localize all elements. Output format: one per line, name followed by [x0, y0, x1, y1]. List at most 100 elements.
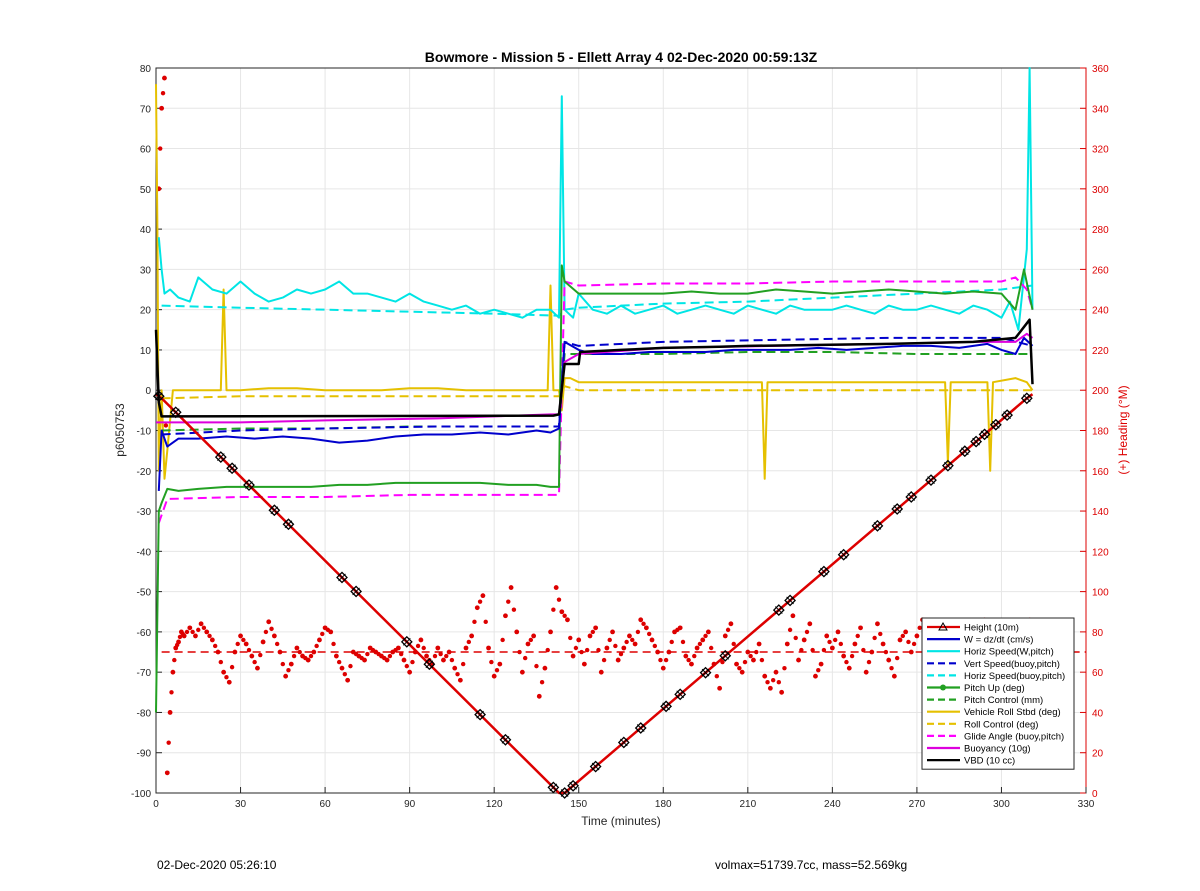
heading-point — [737, 665, 742, 671]
heading-point — [861, 647, 866, 653]
legend-marker — [940, 684, 946, 691]
heading-point — [497, 661, 503, 667]
heading-point — [531, 633, 537, 639]
height-marker — [837, 548, 850, 561]
footer-vehicle-info: volmax=51739.7cc, mass=52.569kg — [715, 858, 908, 872]
series-line-w-dz-dt-cm-s — [157, 336, 1034, 491]
heading-point — [249, 653, 255, 659]
heading-point — [846, 665, 852, 671]
heading-point — [835, 629, 841, 635]
y2-tick-label: 320 — [1092, 145, 1109, 156]
height-marker — [1020, 392, 1033, 405]
y-axis-label: p6050753 — [113, 403, 127, 457]
heading-point — [649, 637, 655, 643]
heading-point — [328, 629, 334, 635]
heading-point — [787, 627, 793, 633]
x-tick-label: 60 — [320, 799, 332, 810]
heading-point — [818, 661, 824, 667]
series-line-pitch-up-deg — [155, 264, 1034, 713]
heading-point — [714, 673, 720, 679]
height-marker — [772, 604, 785, 616]
height-marker — [268, 504, 281, 517]
series-line-vehicle-roll-stbd-deg — [155, 84, 1034, 480]
heading-point — [271, 633, 277, 639]
legend-label: Roll Control (deg) — [964, 719, 1038, 730]
heading-point — [722, 633, 728, 639]
heading-point — [331, 641, 336, 647]
y2-tick-label: 100 — [1092, 588, 1109, 599]
heading-point — [875, 621, 880, 627]
y2-tick-label: 40 — [1092, 708, 1104, 719]
x-axis-ticks: 0 30 60 90 120 150 180 210 240 270 300 330 — [153, 787, 1095, 810]
heading-point — [500, 637, 505, 643]
heading-point — [348, 663, 353, 669]
legend-label: Buoyancy (10g) — [964, 744, 1031, 755]
heading-point — [804, 629, 810, 635]
heading-point — [263, 629, 269, 635]
heading-point — [177, 634, 183, 640]
heading-point — [911, 641, 917, 647]
heading-point — [243, 641, 249, 647]
heading-point — [269, 626, 274, 632]
height-marker — [905, 491, 918, 503]
heading-point — [317, 637, 322, 643]
heading-point — [852, 641, 858, 647]
heading-point — [410, 659, 415, 665]
heading-point — [452, 665, 458, 671]
heading-point — [762, 673, 768, 679]
heading-point — [167, 710, 173, 715]
heading-point — [472, 619, 477, 625]
x-tick-label: 330 — [1078, 799, 1095, 810]
y-tick-label: -60 — [137, 628, 152, 639]
x-tick-label: 150 — [570, 799, 587, 810]
heading-point — [635, 629, 641, 635]
heading-point — [739, 669, 745, 675]
heading-point — [218, 659, 224, 665]
heading-point — [432, 653, 438, 659]
heading-point — [486, 645, 491, 651]
heading-point — [525, 641, 531, 647]
height-markers — [152, 390, 1033, 799]
heading-point — [900, 633, 906, 639]
heading-point — [624, 639, 629, 645]
heading-point — [903, 629, 909, 635]
height-marker — [282, 518, 295, 531]
heading-point — [204, 629, 210, 635]
heading-point — [596, 647, 601, 653]
heading-point — [539, 680, 545, 685]
legend-box — [921, 617, 1075, 770]
height-marker — [336, 571, 348, 584]
height-marker — [989, 418, 1002, 431]
heading-point — [692, 653, 697, 659]
heading-point — [446, 649, 452, 655]
heading-point — [398, 651, 404, 657]
heading-point — [663, 657, 669, 663]
heading-point — [160, 90, 166, 96]
heading-point — [658, 657, 663, 663]
heading-point — [816, 667, 821, 673]
height-marker — [958, 445, 971, 458]
heading-point — [570, 653, 576, 659]
heading-point — [286, 667, 291, 673]
heading-point — [897, 637, 903, 643]
heading-point — [305, 657, 311, 663]
heading-point — [765, 680, 770, 685]
y2-tick-label: 220 — [1092, 346, 1109, 357]
heading-point — [568, 635, 573, 641]
heading-point — [686, 657, 691, 663]
height-marker — [214, 451, 227, 463]
heading-point — [241, 637, 246, 643]
heading-point — [483, 619, 488, 625]
height-marker — [871, 519, 884, 532]
footer-timestamp: 02-Dec-2020 05:26:10 — [157, 858, 277, 872]
heading-point — [700, 637, 706, 643]
heading-point — [889, 665, 894, 671]
height-marker — [784, 594, 797, 607]
heading-point — [418, 637, 424, 643]
heading-point — [756, 641, 762, 647]
heading-point — [742, 659, 748, 665]
heading-point — [559, 609, 565, 615]
y-tick-label: 40 — [140, 225, 152, 236]
height-marker — [423, 658, 436, 671]
chart-title: Bowmore - Mission 5 - Ellett Array 4 02-… — [425, 49, 818, 65]
